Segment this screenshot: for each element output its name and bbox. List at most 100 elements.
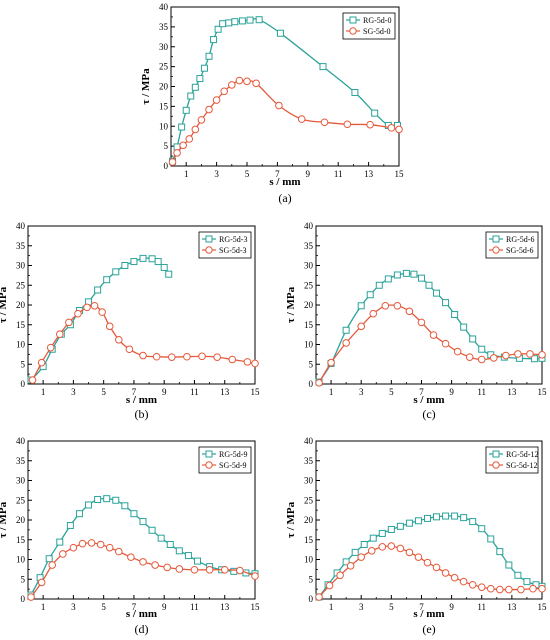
y-tick-label: 0 — [21, 594, 26, 604]
y-axis-label: τ / MPa — [140, 68, 152, 105]
y-tick-label: 5 — [164, 141, 169, 151]
data-point-square — [182, 106, 190, 114]
y-tick-label: 30 — [16, 261, 26, 271]
y-tick-label: 40 — [159, 2, 169, 12]
data-point-square — [210, 36, 218, 44]
data-point-square — [45, 555, 53, 563]
data-point-circle — [105, 543, 114, 552]
series-line-SG-5d-6 — [318, 304, 543, 384]
data-point-circle — [139, 558, 147, 566]
y-tick-label: 35 — [304, 456, 314, 466]
data-point-square — [442, 299, 450, 307]
legend-marker-circle — [205, 461, 213, 469]
data-point-square — [121, 262, 129, 269]
data-point-circle — [405, 307, 414, 316]
data-point-square — [231, 18, 239, 26]
x-tick-label: 7 — [132, 387, 137, 397]
y-tick-label: 35 — [16, 241, 26, 251]
data-point-circle — [366, 120, 374, 129]
data-point-circle — [151, 561, 159, 569]
data-point-square — [184, 552, 192, 560]
data-point-square — [246, 16, 254, 24]
data-point-circle — [387, 542, 396, 550]
data-point-circle — [168, 158, 177, 166]
data-point-square — [530, 355, 538, 363]
data-point-circle — [486, 584, 495, 593]
data-point-square — [402, 269, 410, 277]
legend-marker-circle — [205, 246, 213, 254]
data-point-square — [371, 109, 379, 117]
data-point-circle — [183, 352, 191, 361]
data-point-square — [178, 123, 186, 131]
data-point-square — [148, 255, 156, 263]
data-point-circle — [173, 149, 181, 157]
data-point-circle — [381, 301, 390, 310]
data-point-square — [276, 29, 284, 37]
data-point-circle — [78, 539, 87, 548]
data-point-circle — [191, 125, 200, 134]
legend-marker-circle — [492, 246, 500, 254]
data-point-circle — [69, 543, 78, 552]
x-tick-label: 7 — [419, 387, 424, 397]
data-point-square — [103, 495, 111, 503]
data-point-circle — [243, 77, 251, 86]
data-point-circle — [502, 351, 510, 360]
x-tick-label: 11 — [190, 387, 199, 397]
legend-marker-circle — [349, 27, 357, 35]
data-point-circle — [405, 548, 414, 557]
data-point-square — [514, 571, 522, 579]
data-point-square — [75, 510, 83, 518]
data-point-square — [442, 512, 450, 520]
data-point-circle — [213, 353, 221, 361]
data-point-square — [187, 92, 195, 100]
data-point-circle — [343, 120, 352, 129]
data-point-circle — [243, 358, 252, 366]
series-line-RG-5d-12 — [318, 515, 543, 598]
data-point-circle — [37, 578, 46, 587]
data-point-square — [130, 258, 138, 266]
legend-entry-label: RG-5d-9 — [219, 450, 247, 459]
data-point-square — [423, 514, 431, 522]
data-point-circle — [251, 572, 259, 580]
x-axis-label: s / mm — [413, 394, 444, 406]
data-point-circle — [327, 358, 335, 367]
data-point-square — [451, 310, 459, 318]
x-axis-label: s / mm — [413, 608, 444, 620]
data-point-circle — [197, 116, 206, 124]
legend-entry-label: RG-5d-3 — [219, 235, 247, 244]
data-point-square — [487, 535, 495, 543]
data-point-circle — [417, 318, 426, 327]
y-tick-label: 35 — [16, 456, 26, 466]
data-point-circle — [125, 345, 134, 354]
x-tick-label: 15 — [251, 602, 261, 612]
data-point-square — [196, 75, 204, 83]
data-point-circle — [538, 584, 546, 593]
legend-marker-square — [205, 450, 213, 458]
data-point-circle — [28, 376, 37, 384]
data-point-square — [160, 263, 168, 271]
data-point-square — [496, 548, 504, 556]
data-point-circle — [228, 81, 236, 89]
data-point-square — [225, 19, 233, 27]
data-point-circle — [414, 553, 423, 561]
y-tick-label: 5 — [21, 574, 26, 584]
legend-entry-label: SG-5d-3 — [219, 246, 247, 255]
x-tick-label: 5 — [245, 169, 250, 179]
data-point-square — [66, 522, 74, 530]
data-point-circle — [228, 355, 237, 364]
x-tick-label: 7 — [132, 602, 137, 612]
y-tick-label: 20 — [304, 515, 314, 525]
x-tick-label: 1 — [329, 387, 334, 397]
x-tick-label: 5 — [101, 602, 106, 612]
y-tick-label: 15 — [159, 101, 169, 111]
x-tick-label: 1 — [184, 169, 189, 179]
data-point-circle — [336, 571, 344, 580]
data-point-circle — [529, 584, 537, 593]
data-point-square — [414, 517, 422, 525]
x-tick-label: 11 — [477, 387, 486, 397]
data-point-circle — [220, 565, 229, 574]
y-tick-label: 20 — [16, 515, 26, 525]
data-point-circle — [48, 561, 57, 569]
x-tick-label: 9 — [449, 387, 454, 397]
data-point-square — [410, 270, 418, 278]
